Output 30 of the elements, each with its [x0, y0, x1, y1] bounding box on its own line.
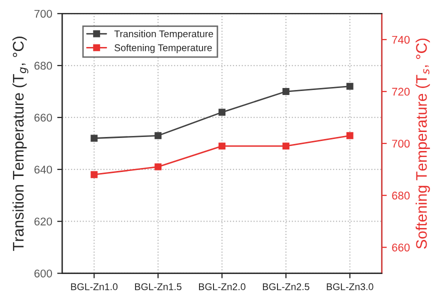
x-tick-label: BGL-Zn2.0 — [199, 283, 246, 290]
point — [218, 108, 226, 116]
y-axis-title: Transition Temperature (T$_{g}$, °C) — [12, 36, 28, 251]
y-tick-label: 660 — [34, 114, 52, 122]
y2-tick-label: 720 — [392, 88, 410, 96]
legend-label: Softening Temperature — [114, 44, 212, 54]
y2-tick-label: 700 — [392, 140, 410, 148]
point — [90, 134, 98, 142]
y-tick-label: 600 — [34, 270, 52, 278]
point — [282, 142, 290, 150]
point — [346, 132, 354, 140]
point — [346, 82, 354, 90]
point — [218, 142, 226, 150]
point — [154, 132, 162, 140]
y2-axis-title: Softening Temperature (T$_{s}$, °C) — [416, 38, 430, 249]
y-tick-label: 620 — [34, 218, 52, 226]
point — [282, 88, 290, 95]
y2-tick-label: 740 — [392, 36, 410, 44]
y-tick-label: 700 — [34, 10, 52, 18]
x-tick-label: BGL-Zn3.0 — [326, 283, 374, 290]
point — [154, 163, 162, 170]
x-tick-label: BGL-Zn1.0 — [71, 283, 118, 290]
y2-tick-label: 660 — [392, 244, 410, 252]
x-tick-label: BGL-Zn2.5 — [262, 283, 310, 290]
y-tick-label: 680 — [34, 62, 52, 70]
x-tick-label: BGL-Zn1.5 — [135, 283, 182, 290]
y2-tick-label: 680 — [392, 192, 410, 200]
legend-label: Transition Temperature — [114, 30, 214, 40]
point — [90, 171, 98, 178]
y-tick-label: 640 — [34, 166, 52, 174]
